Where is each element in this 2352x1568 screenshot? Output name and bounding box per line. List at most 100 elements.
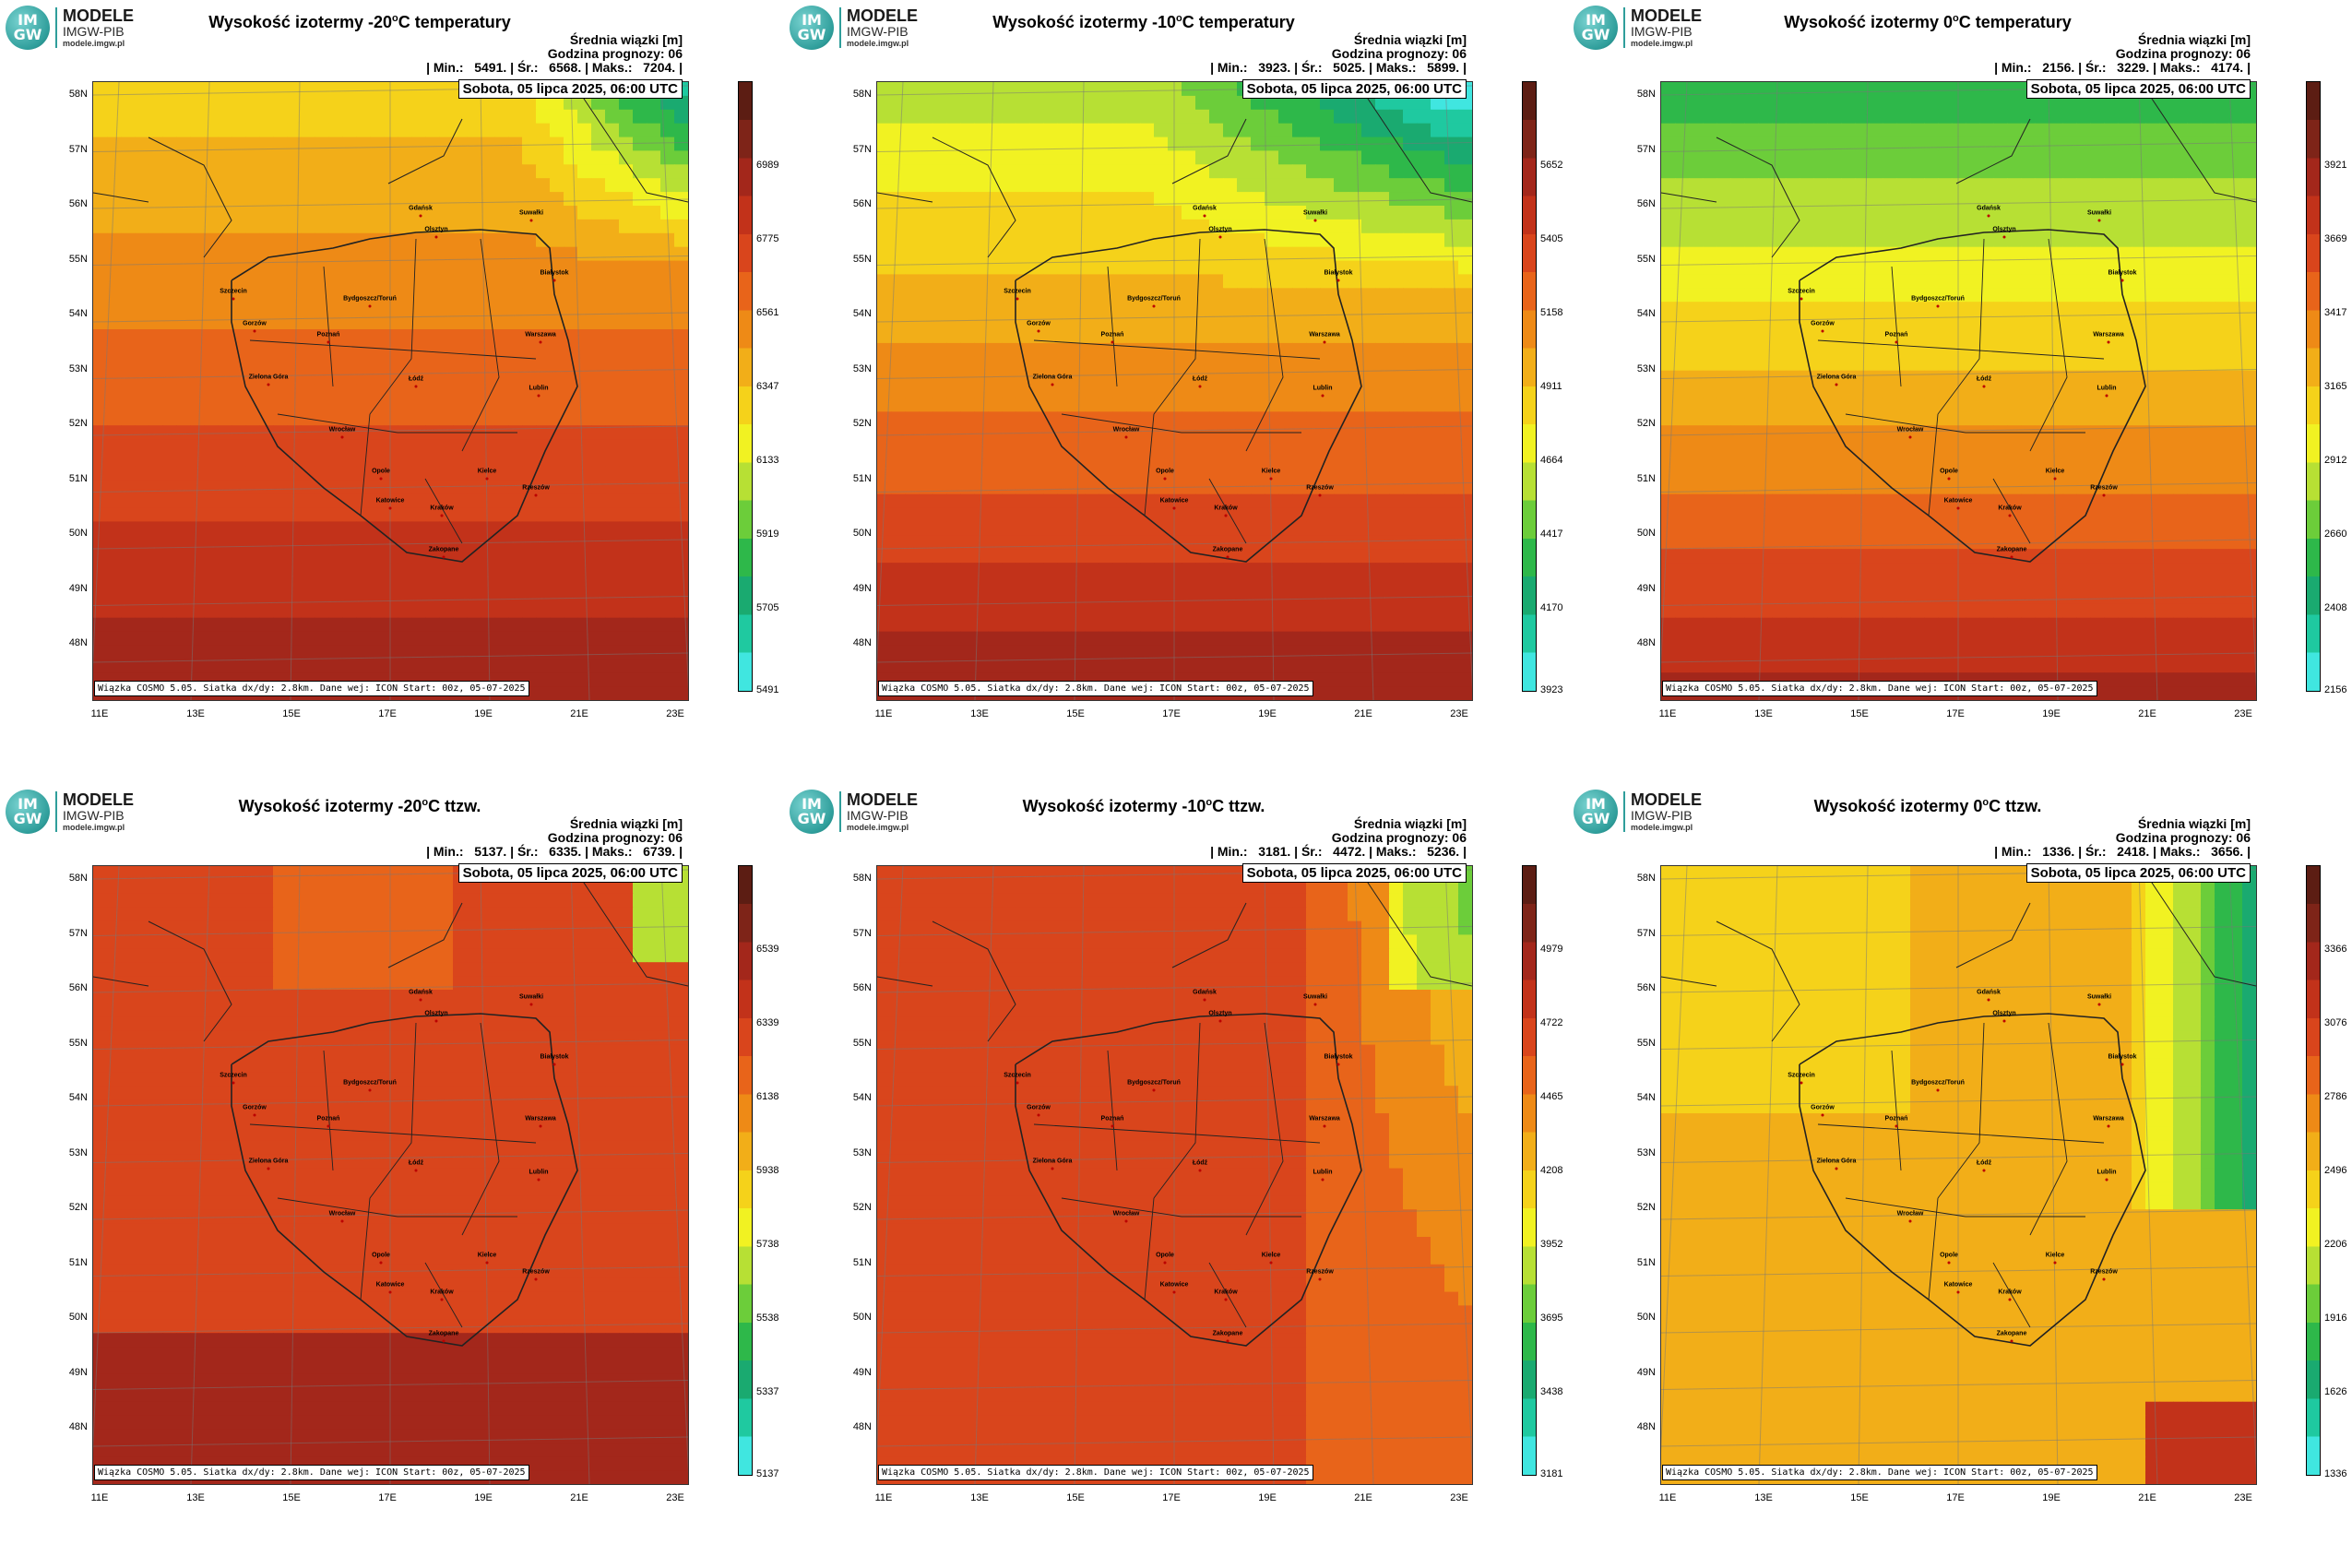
field-cell — [1306, 315, 1321, 330]
field-cell — [1786, 274, 1800, 289]
field-cell — [674, 453, 688, 468]
field-cell — [674, 480, 688, 495]
field-cell — [1223, 370, 1238, 386]
field-cell — [1029, 645, 1044, 659]
field-cell — [564, 109, 578, 125]
field-cell — [660, 384, 675, 399]
field-cell — [425, 398, 440, 412]
field-cell — [1786, 150, 1800, 165]
field-cell — [481, 150, 495, 165]
field-cell — [674, 150, 688, 165]
field-cell — [287, 164, 302, 179]
field-cell — [1444, 398, 1459, 412]
field-cell — [2076, 315, 2091, 330]
field-cell — [1896, 123, 1911, 138]
field-cell — [905, 192, 920, 207]
field-cell — [218, 219, 232, 234]
field-cell — [370, 206, 385, 220]
field-cell — [1057, 192, 1072, 207]
field-cell — [481, 453, 495, 468]
field-cell — [425, 95, 440, 111]
field-cell — [1841, 137, 1856, 152]
field-cell — [481, 274, 495, 289]
field-cell — [481, 109, 495, 125]
field-cell — [398, 82, 412, 97]
field-cell — [287, 549, 302, 564]
field-cell — [1043, 589, 1058, 605]
field-cell — [1841, 315, 1856, 330]
field-cell — [932, 576, 947, 591]
field-cell — [891, 521, 906, 536]
field-cell — [877, 150, 892, 165]
field-cell — [974, 563, 989, 577]
field-cell — [245, 150, 260, 165]
field-cell — [2173, 260, 2188, 276]
field-cell — [1126, 192, 1141, 207]
field-cell — [121, 507, 136, 523]
field-cell — [1292, 631, 1307, 647]
field-cell — [1029, 274, 1044, 289]
city-label: Wrocław — [1112, 426, 1140, 434]
field-cell — [1855, 192, 1870, 207]
field-cell — [960, 260, 975, 276]
field-cell — [2201, 192, 2215, 207]
field-cell — [384, 439, 398, 454]
field-cell — [273, 411, 288, 426]
field-cell — [1209, 453, 1224, 468]
field-cell — [1361, 493, 1376, 509]
field-cell — [1016, 645, 1030, 659]
field-cell — [2145, 274, 2160, 289]
field-cell — [1237, 589, 1252, 605]
field-cell — [564, 302, 578, 316]
field-cell — [932, 246, 947, 262]
graticule-line — [660, 82, 688, 690]
field-cell — [1251, 315, 1265, 330]
field-cell — [1348, 563, 1362, 577]
field-cell — [411, 480, 426, 495]
field-cell — [370, 411, 385, 426]
field-cell — [932, 288, 947, 303]
field-cell — [1689, 164, 1704, 179]
field-cell — [919, 137, 933, 152]
field-cell — [522, 603, 537, 619]
field-cell — [1431, 137, 1445, 152]
field-cell — [425, 150, 440, 165]
field-cell — [1002, 480, 1016, 495]
field-cell — [1278, 288, 1293, 303]
field-cell — [2145, 302, 2160, 316]
field-cell — [905, 576, 920, 591]
field-cell — [536, 219, 551, 234]
field-cell — [2173, 137, 2188, 152]
field-cell — [1979, 219, 1994, 234]
field-cell — [2090, 206, 2105, 220]
field-cell — [1016, 631, 1030, 647]
field-cell — [660, 549, 675, 564]
field-cell — [135, 453, 149, 468]
field-cell — [946, 206, 961, 220]
field-cell — [411, 659, 426, 673]
field-cell — [891, 480, 906, 495]
field-cell — [647, 288, 661, 303]
field-cell — [204, 192, 219, 207]
field-cell — [2104, 178, 2119, 193]
field-cell — [891, 288, 906, 303]
field-cell — [481, 589, 495, 605]
field-cell — [932, 95, 947, 111]
field-cell — [1016, 384, 1030, 399]
city-dot — [1203, 214, 1206, 218]
field-cell — [439, 109, 454, 125]
field-cell — [1417, 315, 1431, 330]
field-cell — [148, 576, 163, 591]
field-cell — [1375, 411, 1390, 426]
field-cell — [2021, 192, 2036, 207]
field-cell — [1195, 123, 1210, 138]
field-cell — [2062, 274, 2077, 289]
field-cell — [605, 219, 620, 234]
field-cell — [564, 686, 578, 700]
city-label: Opole — [372, 468, 390, 475]
field-cell — [342, 137, 357, 152]
field-cell — [2187, 109, 2202, 125]
field-cell — [1855, 232, 1870, 248]
field-cell — [218, 549, 232, 564]
field-cell — [1703, 246, 1717, 262]
